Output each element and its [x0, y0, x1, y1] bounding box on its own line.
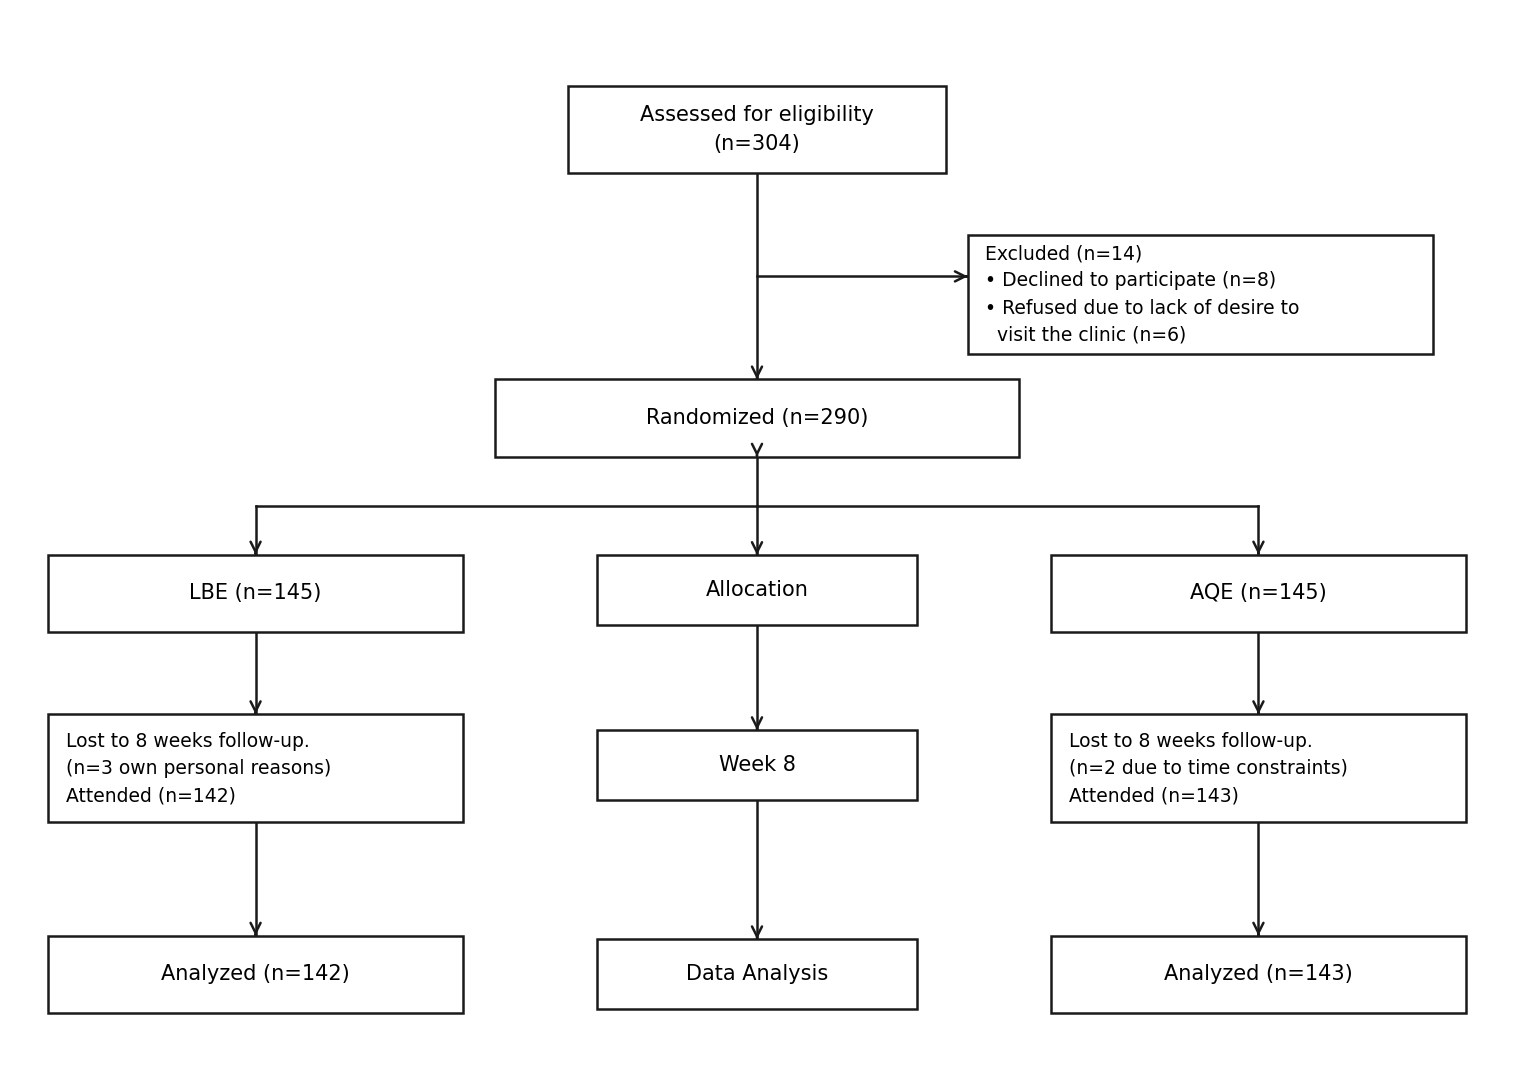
FancyBboxPatch shape [967, 235, 1432, 354]
FancyBboxPatch shape [597, 730, 917, 800]
Text: Data Analysis: Data Analysis [686, 965, 828, 984]
Text: AQE (n=145): AQE (n=145) [1190, 583, 1326, 603]
Text: Randomized (n=290): Randomized (n=290) [646, 408, 868, 428]
FancyBboxPatch shape [48, 555, 463, 632]
FancyBboxPatch shape [495, 380, 1019, 457]
FancyBboxPatch shape [48, 936, 463, 1013]
Text: Allocation: Allocation [706, 580, 808, 600]
Text: Lost to 8 weeks follow-up.
(n=3 own personal reasons)
Attended (n=142): Lost to 8 weeks follow-up. (n=3 own pers… [67, 732, 332, 805]
Text: Analyzed (n=142): Analyzed (n=142) [160, 965, 350, 984]
Text: Week 8: Week 8 [719, 755, 795, 775]
FancyBboxPatch shape [597, 555, 917, 626]
FancyBboxPatch shape [1051, 936, 1466, 1013]
FancyBboxPatch shape [48, 715, 463, 822]
FancyBboxPatch shape [568, 86, 946, 174]
Text: Lost to 8 weeks follow-up.
(n=2 due to time constraints)
Attended (n=143): Lost to 8 weeks follow-up. (n=2 due to t… [1069, 732, 1347, 805]
FancyBboxPatch shape [1051, 715, 1466, 822]
Text: Excluded (n=14)
• Declined to participate (n=8)
• Refused due to lack of desire : Excluded (n=14) • Declined to participat… [986, 244, 1299, 344]
FancyBboxPatch shape [1051, 555, 1466, 632]
Text: Analyzed (n=143): Analyzed (n=143) [1164, 965, 1354, 984]
FancyBboxPatch shape [597, 939, 917, 1010]
Text: LBE (n=145): LBE (n=145) [189, 583, 322, 603]
Text: Assessed for eligibility
(n=304): Assessed for eligibility (n=304) [640, 105, 874, 155]
